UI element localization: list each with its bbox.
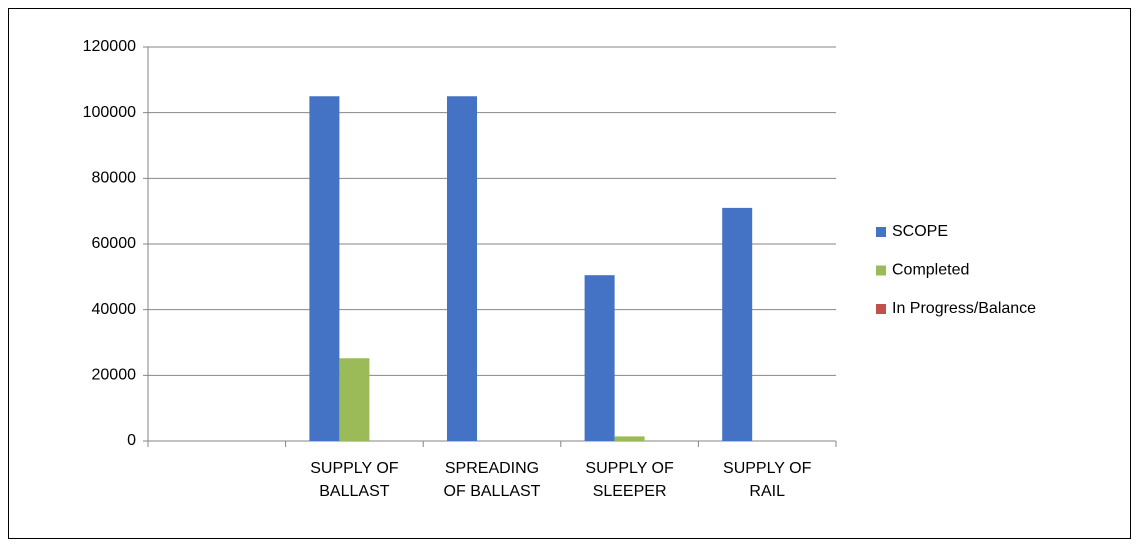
legend-swatch	[876, 227, 886, 237]
y-tick-label: 80000	[92, 170, 137, 187]
legend-swatch	[876, 304, 886, 314]
legend-swatch	[876, 265, 886, 276]
bar	[447, 96, 477, 441]
legend-label: SCOPE	[892, 223, 948, 240]
x-tick-label: SPREADING OF BALLAST	[443, 460, 541, 500]
y-tick-label: 40000	[92, 301, 137, 318]
bar	[722, 207, 753, 441]
bar	[614, 436, 645, 441]
y-tick-label: 20000	[92, 367, 137, 384]
legend-label: In Progress/Balance	[892, 300, 1036, 317]
y-tick-label: 0	[127, 432, 136, 449]
x-tick-label: SUPPLY OF SLEEPER	[585, 460, 674, 500]
chart-border	[8, 8, 1131, 539]
bar	[339, 358, 370, 441]
y-tick-label: 120000	[83, 38, 136, 55]
x-tick-label: SUPPLY OF BALLAST	[310, 460, 399, 500]
y-tick-label: 60000	[92, 235, 137, 252]
x-tick-label: SUPPLY OF RAIL	[723, 460, 812, 500]
bar	[309, 96, 340, 441]
legend-label: Completed	[892, 262, 969, 279]
bar	[584, 275, 615, 441]
y-tick-label: 100000	[83, 104, 136, 121]
